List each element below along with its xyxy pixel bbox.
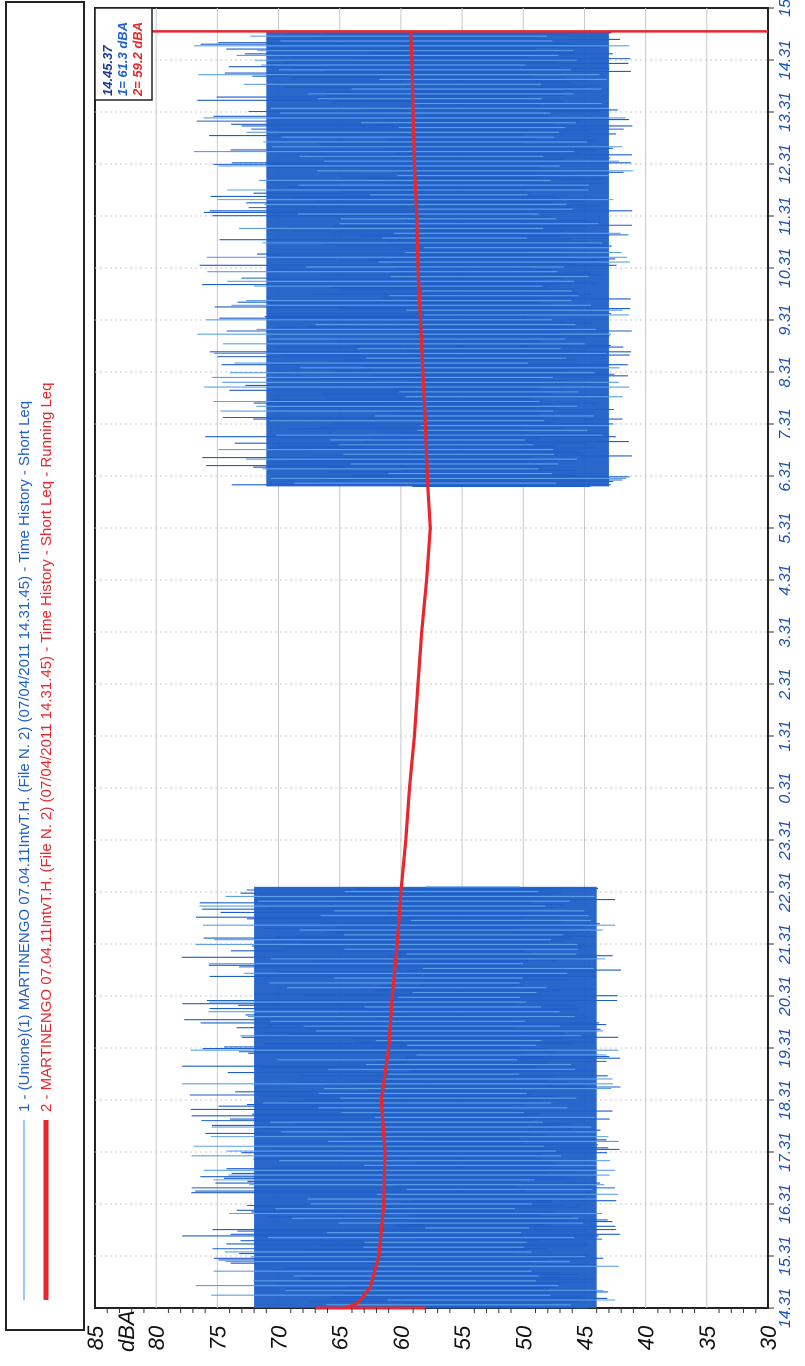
legend-box bbox=[5, 1, 85, 1331]
x-tick-label: 9.31 bbox=[777, 304, 794, 335]
x-tick-label: 22.31 bbox=[777, 872, 794, 913]
x-tick-label: 13.31 bbox=[777, 92, 794, 132]
x-tick-label: 7.31 bbox=[777, 408, 794, 439]
x-tick-label: 0.31 bbox=[777, 772, 794, 803]
x-tick-label: 10.31 bbox=[777, 248, 794, 288]
y-tick-label: 75 bbox=[205, 1325, 230, 1350]
cursor-readout-box bbox=[94, 7, 153, 101]
y-tick-label: 70 bbox=[267, 1325, 292, 1350]
y-tick-label: 35 bbox=[695, 1325, 720, 1350]
cursor-value-1: 1= 61.3 dBA bbox=[115, 22, 130, 96]
y-tick-label: 30 bbox=[756, 1325, 781, 1350]
y-tick-label: 40 bbox=[634, 1325, 659, 1350]
legend-label-series-1: 1 - (Unione)(1) MARTINENGO 07.04.11IntvT… bbox=[16, 401, 33, 1112]
x-tick-label: 18.31 bbox=[777, 1080, 794, 1120]
x-tick-label: 14.31 bbox=[777, 40, 794, 80]
x-tick-label: 6.31 bbox=[777, 460, 794, 491]
x-tick-label: 2.31 bbox=[777, 668, 794, 700]
cursor-value-2: 2= 59.2 dBA bbox=[130, 22, 145, 97]
y-tick-label: 65 bbox=[328, 1325, 353, 1350]
x-tick-label: 1.31 bbox=[777, 720, 794, 751]
x-tick-label: 8.31 bbox=[777, 356, 794, 387]
y-tick-label: 80 bbox=[144, 1325, 169, 1350]
x-axis: 14.31 15.31 16.31 17.31 18.31 19.31 20.31 21.31… bbox=[768, 0, 794, 1328]
x-tick-label: 5.31 bbox=[777, 512, 794, 543]
x-tick-label: 17.31 bbox=[777, 1132, 794, 1172]
x-tick-label: 15.31 bbox=[777, 1236, 794, 1276]
series-2-running-leq bbox=[95, 30, 768, 1310]
x-tick-label: 12.31 bbox=[777, 144, 794, 184]
x-tick-label: 11.31 bbox=[777, 197, 794, 236]
x-tick-label: 4.31 bbox=[777, 564, 794, 595]
x-tick-label: 20.31 bbox=[777, 976, 794, 1017]
x-tick-label: 14.31 bbox=[777, 1288, 794, 1328]
legend-label-series-2: 2 - MARTINENGO 07.04.11IntvT.H. (File N.… bbox=[38, 383, 55, 1113]
series-1-envelope bbox=[181, 30, 634, 1309]
y-axis: 30 35 40 45 50 55 60 65 70 75 80 85 bbox=[83, 1308, 781, 1350]
series-2-line bbox=[345, 31, 432, 1310]
cursor-time: 14.45.37 bbox=[100, 45, 115, 96]
x-tick-label: 19.31 bbox=[777, 1028, 794, 1068]
x-tick-label: 16.31 bbox=[777, 1184, 794, 1224]
y-tick-label: 60 bbox=[389, 1325, 414, 1350]
y-tick-label: 45 bbox=[572, 1325, 597, 1350]
x-tick-label: 15 bbox=[777, 0, 794, 17]
x-tick-label: 21.31 bbox=[777, 924, 794, 965]
y-tick-label: 85 bbox=[83, 1325, 108, 1350]
y-tick-label: 55 bbox=[450, 1325, 475, 1350]
y-axis-label: dBA bbox=[114, 1310, 139, 1352]
x-tick-label: 3.31 bbox=[777, 616, 794, 647]
x-tick-label: 23.31 bbox=[777, 820, 794, 861]
series-1-body-segment-1 bbox=[254, 886, 597, 1308]
y-tick-label: 50 bbox=[511, 1325, 536, 1350]
